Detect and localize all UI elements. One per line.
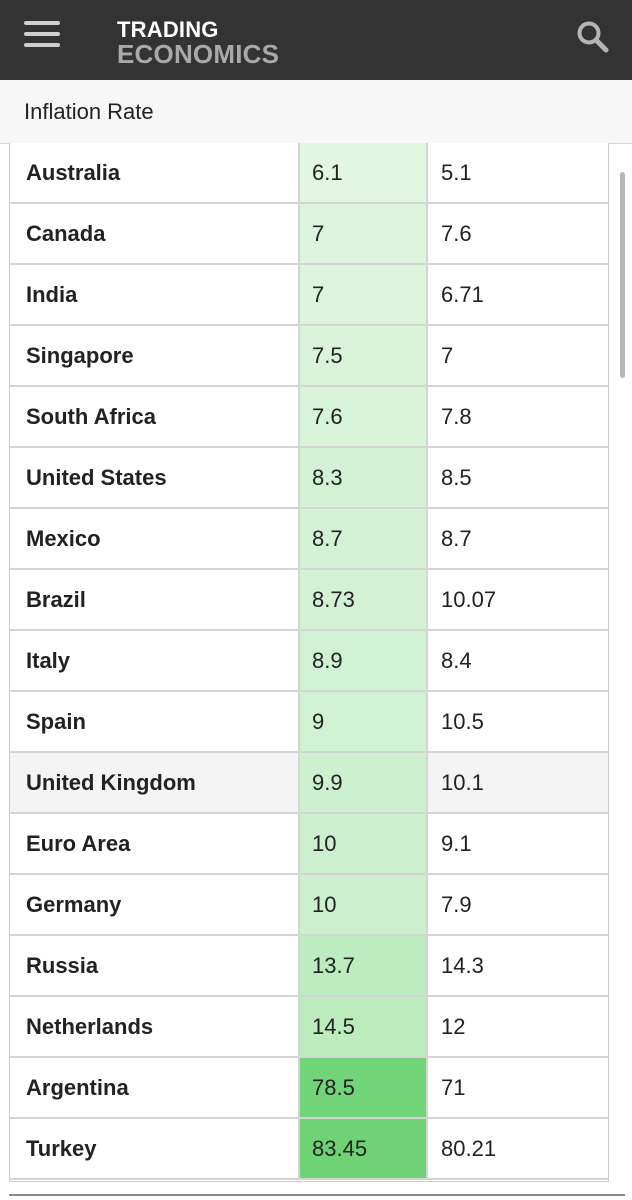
top-navigation-bar: TRADING ECONOMICS [0, 0, 632, 80]
latest-value-cell: 8.3 [300, 448, 428, 507]
site-logo[interactable]: TRADING ECONOMICS [117, 17, 280, 69]
table-row[interactable]: Spain 9 10.5 [10, 692, 608, 753]
country-cell[interactable]: Germany [10, 875, 300, 934]
previous-value-cell: 71 [441, 1075, 466, 1100]
table-row[interactable]: Turkey 83.45 80.21 [10, 1119, 608, 1180]
country-cell[interactable]: Canada [10, 204, 300, 263]
country-cell[interactable]: Brazil [10, 570, 300, 629]
previous-value-cell: 14.3 [441, 953, 484, 978]
menu-icon-bar [24, 43, 60, 47]
table-row[interactable]: United Kingdom 9.9 10.1 [10, 753, 608, 814]
table-row[interactable]: Netherlands 14.5 12 [10, 997, 608, 1058]
latest-value-cell: 9.9 [300, 753, 428, 812]
table-row[interactable]: Italy 8.9 8.4 [10, 631, 608, 692]
table-row[interactable]: India 7 6.71 [10, 265, 608, 326]
previous-value-cell: 10.07 [441, 587, 497, 612]
hamburger-menu-icon[interactable] [24, 21, 60, 47]
logo-text-trading: TRADING [117, 17, 219, 42]
inflation-table: Australia 6.1 5.1 Canada 7 7.6 India 7 6.71 Singa… [9, 143, 609, 1182]
table-row[interactable]: Brazil 8.73 10.07 [10, 570, 608, 631]
country-cell[interactable]: India [10, 265, 300, 324]
country-cell[interactable]: Mexico [10, 509, 300, 568]
country-cell[interactable]: United Kingdom [10, 753, 300, 812]
menu-icon-bar [24, 32, 60, 36]
previous-value-cell: 9.1 [441, 831, 472, 856]
latest-value-cell: 10 [300, 814, 428, 873]
latest-value-cell: 8.7 [300, 509, 428, 568]
latest-value-cell: 7.6 [300, 387, 428, 446]
country-cell[interactable]: South Africa [10, 387, 300, 446]
previous-value-cell: 80.21 [441, 1136, 497, 1161]
table-row[interactable]: Canada 7 7.6 [10, 204, 608, 265]
page-title: Inflation Rate [24, 99, 154, 124]
latest-value-cell: 13.7 [300, 936, 428, 995]
table-row[interactable]: Argentina 78.5 71 [10, 1058, 608, 1119]
table-row[interactable]: Mexico 8.7 8.7 [10, 509, 608, 570]
country-cell[interactable]: United States [10, 448, 300, 507]
logo-text-economics: ECONOMICS [117, 39, 280, 69]
previous-value-cell: 6.71 [441, 282, 484, 307]
country-cell[interactable]: Argentina [10, 1058, 300, 1117]
country-cell[interactable]: Australia [10, 143, 300, 202]
previous-value-cell: 12 [441, 1014, 466, 1039]
table-row[interactable]: United States 8.3 8.5 [10, 448, 608, 509]
latest-value-cell: 14.5 [300, 997, 428, 1056]
country-cell[interactable]: Russia [10, 936, 300, 995]
previous-value-cell: 7.9 [441, 892, 472, 917]
country-cell[interactable]: Euro Area [10, 814, 300, 873]
previous-value-cell: 7 [441, 343, 454, 368]
table-row[interactable]: South Africa 7.6 7.8 [10, 387, 608, 448]
table-row[interactable]: Russia 13.7 14.3 [10, 936, 608, 997]
previous-value-cell: 8.5 [441, 465, 472, 490]
vertical-scrollbar[interactable] [620, 172, 625, 378]
bottom-divider [9, 1194, 625, 1196]
latest-value-cell: 83.45 [300, 1119, 428, 1178]
table-row[interactable]: Euro Area 10 9.1 [10, 814, 608, 875]
previous-value-cell: 8.7 [441, 526, 472, 551]
search-icon[interactable] [576, 20, 610, 54]
latest-value-cell: 7.5 [300, 326, 428, 385]
latest-value-cell: 9 [300, 692, 428, 751]
page-header: Inflation Rate [0, 80, 632, 144]
latest-value-cell: 8.9 [300, 631, 428, 690]
country-cell[interactable]: Singapore [10, 326, 300, 385]
menu-icon-bar [24, 21, 60, 25]
country-cell[interactable]: Italy [10, 631, 300, 690]
latest-value-cell: 78.5 [300, 1058, 428, 1117]
table-row[interactable]: Singapore 7.5 7 [10, 326, 608, 387]
country-cell[interactable]: Spain [10, 692, 300, 751]
previous-value-cell: 7.8 [441, 404, 472, 429]
latest-value-cell: 7 [300, 265, 428, 324]
latest-value-cell: 7 [300, 204, 428, 263]
previous-value-cell: 8.4 [441, 648, 472, 673]
latest-value-cell: 8.73 [300, 570, 428, 629]
country-cell[interactable]: Netherlands [10, 997, 300, 1056]
latest-value-cell: 6.1 [300, 143, 428, 202]
country-cell[interactable]: Turkey [10, 1119, 300, 1178]
previous-value-cell: 7.6 [441, 221, 472, 246]
previous-value-cell: 5.1 [441, 160, 472, 185]
table-row[interactable]: Australia 6.1 5.1 [10, 143, 608, 204]
previous-value-cell: 10.1 [441, 770, 484, 795]
search-icon-glyph [577, 21, 609, 53]
previous-value-cell: 10.5 [441, 709, 484, 734]
table-row[interactable]: Germany 10 7.9 [10, 875, 608, 936]
latest-value-cell: 10 [300, 875, 428, 934]
